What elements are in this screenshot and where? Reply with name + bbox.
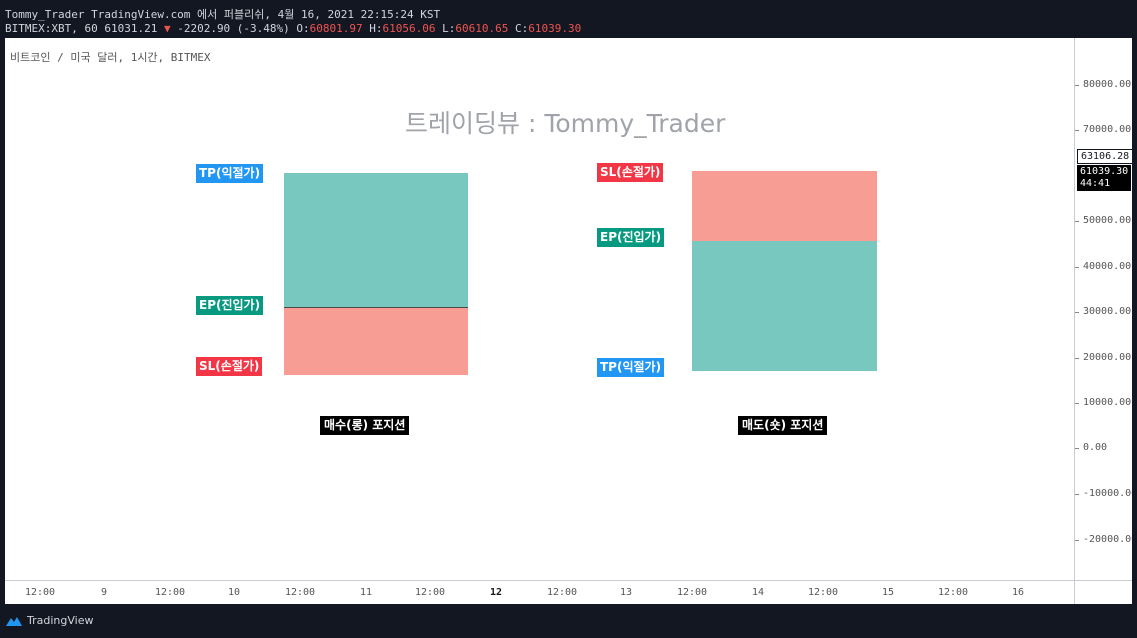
price-tick: 40000.00	[1074, 261, 1132, 272]
axis-corner	[1074, 580, 1133, 605]
time-tick: 12:00	[24, 587, 56, 598]
time-tick: 10	[227, 587, 241, 598]
publish-title: Tommy_Trader TradingView.com 에서 퍼블리쉬, 4월…	[5, 8, 441, 21]
time-tick: 12:00	[154, 587, 186, 598]
time-tick: 9	[100, 587, 108, 598]
l-label: L:	[442, 22, 456, 35]
candle-timer: 44:41	[1080, 178, 1111, 189]
footer-bar: TradingView	[0, 604, 1137, 638]
time-tick: 16	[1011, 587, 1025, 598]
short-sl-tag: SL(손절가)	[597, 163, 664, 182]
long-profit-zone[interactable]	[284, 173, 468, 307]
time-axis[interactable]: 12:00 9 12:00 10 12:00 11 12:00 12 12:00…	[5, 580, 1074, 605]
h-value: 61056.06	[382, 22, 436, 35]
time-tick: 12:00	[807, 587, 839, 598]
time-tick: 14	[751, 587, 765, 598]
change-text: -2202.90 (-3.48%)	[177, 22, 290, 35]
time-tick: 12:00	[937, 587, 969, 598]
long-ep-tag: EP(진입가)	[196, 296, 264, 315]
time-tick: 12:00	[284, 587, 316, 598]
price-tick: 80000.00	[1074, 79, 1132, 90]
price-tick: 0.00	[1074, 442, 1108, 453]
price-tick: 10000.00	[1074, 397, 1132, 408]
long-loss-zone[interactable]	[284, 307, 468, 375]
down-arrow-icon: ▼	[163, 22, 171, 35]
watermark: 트레이딩뷰 : Tommy_Trader	[405, 109, 726, 138]
price-tick: 70000.00	[1074, 124, 1132, 135]
brand-name: TradingView	[27, 614, 94, 627]
long-sl-tag: SL(손절가)	[196, 357, 263, 376]
header-bar: Tommy_Trader TradingView.com 에서 퍼블리쉬, 4월…	[0, 0, 1137, 38]
time-tick: 11	[359, 587, 373, 598]
o-value: 60801.97	[309, 22, 363, 35]
short-tp-tag: TP(익절가)	[597, 358, 665, 377]
current-price-label: 61039.30 44:41	[1077, 165, 1132, 191]
price-tick: 50000.00	[1074, 215, 1132, 226]
c-label: C:	[515, 22, 529, 35]
price-tick: -20000.00	[1074, 534, 1137, 545]
upper-price-label: 63106.28	[1077, 149, 1134, 164]
quote-line: BITMEX:XBT, 60 61031.21 ▼ -2202.90 (-3.4…	[5, 22, 581, 35]
short-profit-zone[interactable]	[692, 241, 877, 371]
time-tick: 12:00	[676, 587, 708, 598]
price-scale[interactable]: 80000.00 70000.00 50000.00 40000.00 3000…	[1074, 38, 1137, 580]
time-tick: 15	[881, 587, 895, 598]
quote-prefix: BITMEX:XBT, 60 61031.21	[5, 22, 158, 35]
chart-pane[interactable]: 비트코인 / 미국 달러, 1시간, BITMEX 트레이딩뷰 : Tommy_…	[5, 38, 1074, 580]
time-tick: 12:00	[414, 587, 446, 598]
price-tick: -10000.00	[1074, 488, 1137, 499]
long-tp-tag: TP(익절가)	[196, 164, 264, 183]
h-label: H:	[369, 22, 383, 35]
c-value: 61039.30	[528, 22, 582, 35]
l-value: 60610.65	[455, 22, 509, 35]
tradingview-logo[interactable]: TradingView	[5, 614, 93, 627]
right-edge	[1132, 38, 1137, 604]
symbol-description: 비트코인 / 미국 달러, 1시간, BITMEX	[10, 51, 211, 64]
short-ep-tag: EP(진입가)	[597, 228, 665, 247]
short-loss-zone[interactable]	[692, 171, 877, 241]
current-price-value: 61039.30	[1080, 166, 1129, 177]
long-caption: 매수(롱) 포지션	[320, 416, 410, 435]
price-tick: 30000.00	[1074, 306, 1132, 317]
o-label: O:	[296, 22, 310, 35]
tradingview-icon	[6, 616, 22, 626]
time-tick: 13	[619, 587, 633, 598]
time-tick: 12:00	[546, 587, 578, 598]
price-tick: 20000.00	[1074, 352, 1132, 363]
long-entry-line[interactable]	[284, 307, 468, 308]
time-tick-bold: 12	[489, 587, 503, 598]
short-caption: 매도(숏) 포지션	[738, 416, 828, 435]
